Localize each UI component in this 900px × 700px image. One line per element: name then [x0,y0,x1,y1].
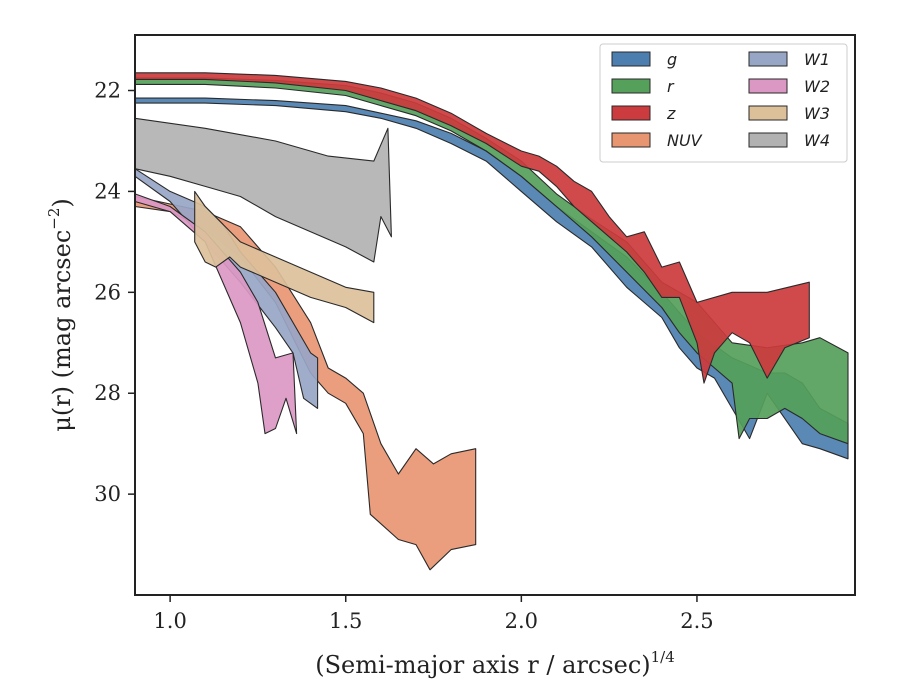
band-w3 [194,190,375,324]
legend-swatch-g [611,51,651,67]
y-tick-label: 22 [94,79,121,103]
band-z [134,72,810,384]
x-tick-label: 1.0 [153,609,186,633]
y-axis-label-close: ) [48,198,76,207]
legend-label-r: r [667,77,675,96]
x-axis-label-superscript: 1/4 [651,648,675,666]
y-tick-label: 26 [94,280,121,304]
y-axis: 22 24 26 28 30 [94,79,135,506]
y-tick-label: 28 [94,381,121,405]
x-axis-label: (Semi-major axis r / arcsec)1/4 [315,648,675,679]
plot-frame [134,34,856,596]
legend-swatch-nuv [611,132,651,148]
y-tick-label: 24 [94,179,121,203]
x-tick-label: 1.5 [329,609,362,633]
legend-swatch-r [611,78,651,94]
legend-swatch-w2 [748,78,788,94]
legend-swatch-w3 [748,105,788,121]
series-bands [134,72,849,571]
legend-label-w3: W3 [804,104,830,123]
y-tick-label: 30 [94,482,121,506]
legend-swatch-w1 [748,51,788,67]
legend-swatch-z [611,105,651,121]
legend-label-w2: W2 [804,77,830,96]
legend-label-z: z [666,104,676,123]
legend-label-w1: W1 [804,50,830,69]
y-axis-label: μ(r) (mag arcsec−2) [45,198,76,432]
x-tick-label: 2.0 [505,609,538,633]
x-tick-label: 2.5 [680,609,713,633]
x-axis: 1.0 1.5 2.0 2.5 [153,595,714,633]
y-axis-label-superscript: −2 [45,208,63,230]
legend-label-w4: W4 [804,131,830,150]
legend-label-nuv: NUV [667,131,703,150]
legend-label-g: g [667,50,677,69]
band-w2 [134,193,298,435]
legend: grz NUV W1 W2 W3 W4 [599,43,848,163]
legend-swatch-w4 [748,132,788,148]
band-w4 [134,117,392,263]
